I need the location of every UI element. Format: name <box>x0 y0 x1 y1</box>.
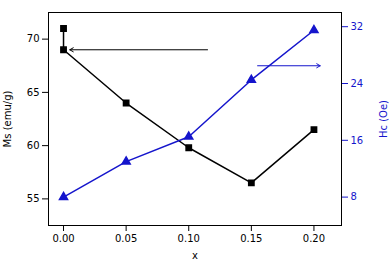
svg-text:x: x <box>192 250 198 261</box>
svg-text:Ms (emu/g): Ms (emu/g) <box>2 91 13 148</box>
svg-text:55: 55 <box>27 193 40 204</box>
svg-text:0.10: 0.10 <box>178 233 200 244</box>
svg-text:70: 70 <box>27 33 40 44</box>
svg-text:16: 16 <box>351 135 364 146</box>
svg-text:0.05: 0.05 <box>115 233 137 244</box>
svg-text:0.00: 0.00 <box>52 233 74 244</box>
svg-text:Hc (Oe): Hc (Oe) <box>378 100 389 138</box>
svg-text:24: 24 <box>351 78 364 89</box>
svg-text:65: 65 <box>27 87 40 98</box>
svg-text:8: 8 <box>351 191 357 202</box>
svg-text:0.15: 0.15 <box>240 233 262 244</box>
svg-text:0.20: 0.20 <box>303 233 325 244</box>
svg-text:60: 60 <box>27 140 40 151</box>
svg-text:32: 32 <box>351 21 364 32</box>
